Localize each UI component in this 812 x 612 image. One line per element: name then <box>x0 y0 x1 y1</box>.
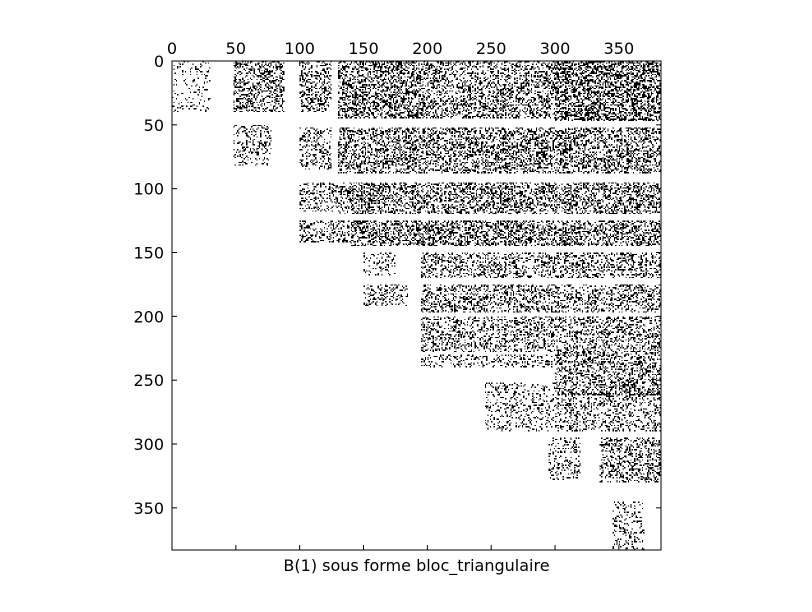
x-tick-label: 150 <box>348 39 379 58</box>
nonzero-markers <box>172 61 662 551</box>
y-tick-label: 350 <box>133 499 164 518</box>
y-tick-label: 300 <box>133 435 164 454</box>
y-tick-label: 150 <box>133 244 164 263</box>
y-tick-label: 0 <box>154 52 164 71</box>
x-tick-label: 50 <box>226 39 246 58</box>
y-tick-label: 200 <box>133 307 164 326</box>
y-tick-label: 100 <box>133 180 164 199</box>
y-tick-label: 250 <box>133 371 164 390</box>
y-tick-label: 50 <box>144 116 164 135</box>
x-tick-label: 250 <box>476 39 507 58</box>
x-tick-label: 100 <box>284 39 315 58</box>
axis-ticks: 0 50 100 150 200 250 300 350 0 50 100 150 200 250 300 3… <box>133 39 661 550</box>
x-tick-label: 200 <box>412 39 443 58</box>
x-tick-label: 300 <box>540 39 571 58</box>
plot-frame <box>171 60 662 551</box>
x-axis-label: B(1) sous forme bloc_triangulaire <box>283 556 549 576</box>
x-tick-label: 0 <box>167 39 177 58</box>
x-tick-label: 350 <box>604 39 635 58</box>
